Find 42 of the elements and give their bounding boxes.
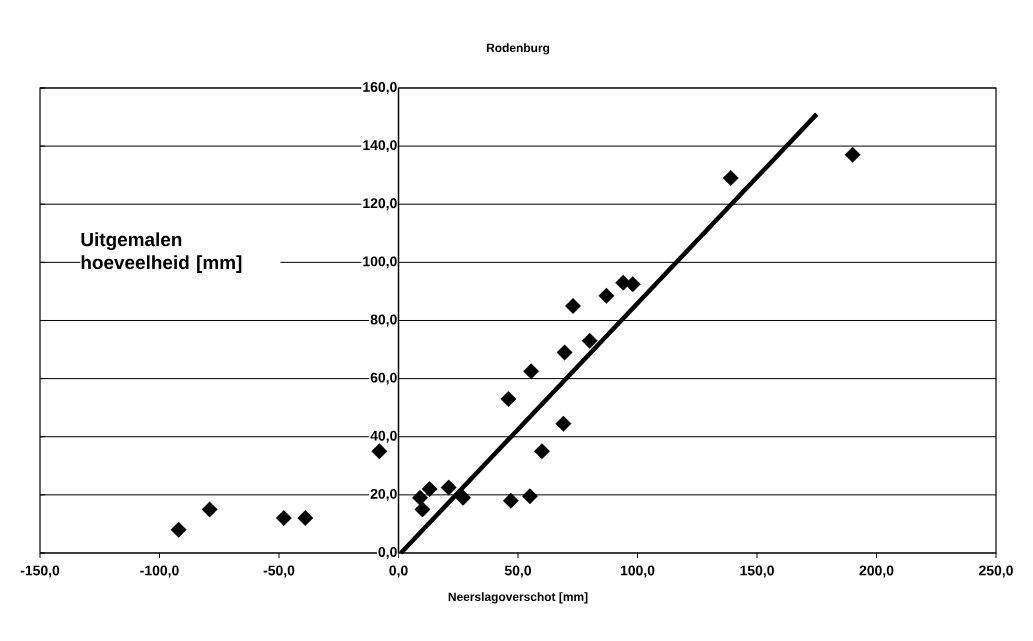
y-tick-label: 160,0 xyxy=(363,82,397,94)
point xyxy=(598,287,615,304)
y-tick-label: 120,0 xyxy=(363,198,397,211)
x-axis-title: Neerslagoverschot [mm] xyxy=(448,592,588,604)
point xyxy=(556,344,573,361)
y-tick-label: 0,0 xyxy=(378,547,397,559)
chart-title: Rodenburg xyxy=(486,43,550,55)
x-tick-label: 50,0 xyxy=(504,565,532,578)
x-tick-label: -50,0 xyxy=(263,565,295,578)
x-tick-label: 150,0 xyxy=(740,565,774,578)
point xyxy=(440,479,457,496)
point xyxy=(412,489,428,506)
point xyxy=(421,481,438,497)
point xyxy=(581,332,598,349)
point xyxy=(533,443,550,460)
point xyxy=(523,363,540,380)
point xyxy=(844,146,861,163)
y-tick-label: 20,0 xyxy=(370,488,397,501)
y-tick-label: 80,0 xyxy=(370,314,397,327)
x-tick-label: 200,0 xyxy=(859,565,894,578)
x-tick-label: 250,0 xyxy=(979,565,1013,578)
x-tick-label: 100,0 xyxy=(620,565,655,578)
point xyxy=(455,489,471,506)
point xyxy=(565,298,581,314)
point xyxy=(502,492,519,509)
y-tick-label: 60,0 xyxy=(370,372,397,385)
point xyxy=(500,391,517,407)
point xyxy=(522,488,538,505)
point xyxy=(555,415,572,432)
x-tick-label: -100,0 xyxy=(140,565,179,578)
point xyxy=(170,521,187,538)
y-tick-label: 100,0 xyxy=(363,256,397,269)
y-tick-label: 140,0 xyxy=(363,140,397,153)
point xyxy=(275,510,292,527)
x-tick-label: -150,0 xyxy=(20,565,60,578)
point xyxy=(297,510,314,527)
point xyxy=(371,443,388,460)
y-axis-title: Uitgemalen hoeveelheid [mm] xyxy=(81,232,242,273)
point xyxy=(722,170,739,187)
x-tick-label: 0,0 xyxy=(389,565,408,578)
y-tick-label: 40,0 xyxy=(370,430,397,443)
point xyxy=(201,501,218,518)
